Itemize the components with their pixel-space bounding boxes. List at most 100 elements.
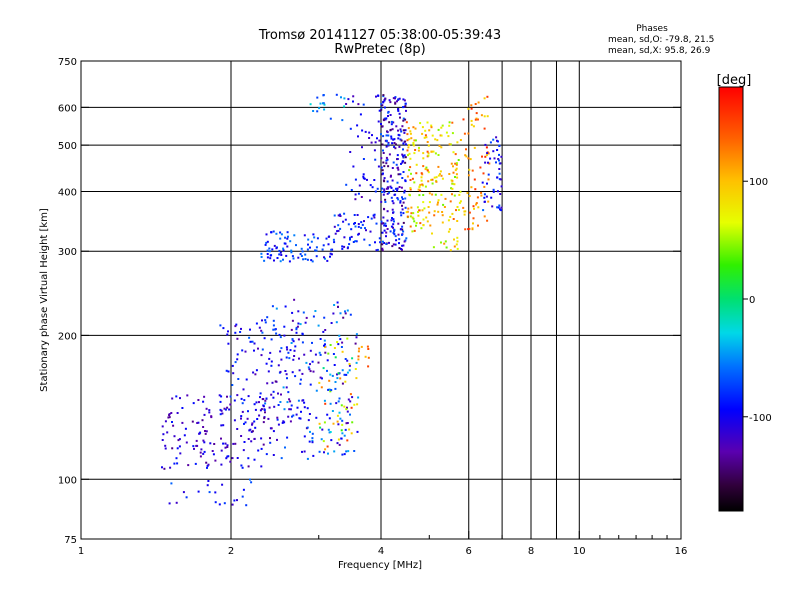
- data-point: [340, 346, 343, 348]
- data-point: [306, 258, 309, 261]
- data-point: [366, 345, 369, 348]
- data-point: [195, 444, 198, 447]
- data-point: [272, 390, 275, 393]
- data-point: [233, 499, 236, 502]
- data-point: [175, 395, 178, 398]
- data-point: [407, 207, 410, 210]
- data-point: [463, 213, 466, 216]
- data-point: [336, 420, 339, 423]
- data-point: [179, 452, 182, 455]
- data-point: [220, 449, 223, 452]
- data-point: [354, 225, 357, 228]
- data-point: [280, 393, 282, 396]
- data-point: [311, 437, 314, 440]
- data-point: [420, 227, 423, 230]
- data-point: [464, 228, 467, 231]
- data-point: [362, 173, 365, 176]
- data-point: [364, 130, 367, 133]
- data-point: [291, 415, 293, 418]
- data-point: [430, 124, 433, 127]
- data-point: [439, 170, 442, 173]
- data-point: [342, 220, 345, 223]
- data-point: [240, 327, 242, 330]
- data-point: [309, 430, 311, 433]
- data-point: [401, 177, 404, 179]
- data-point: [392, 231, 395, 234]
- data-point: [289, 240, 292, 243]
- data-point: [387, 111, 390, 114]
- data-point: [383, 177, 386, 180]
- data-point: [413, 144, 416, 147]
- data-point: [373, 216, 376, 219]
- data-point: [353, 403, 356, 406]
- data-point: [408, 169, 411, 172]
- data-point: [260, 408, 263, 411]
- data-point: [199, 431, 202, 434]
- data-point: [381, 125, 384, 128]
- data-point: [287, 391, 290, 394]
- data-point: [382, 216, 385, 219]
- data-point: [251, 340, 254, 343]
- data-point: [385, 145, 388, 148]
- data-point: [257, 449, 260, 452]
- data-point: [268, 250, 271, 253]
- data-point: [326, 369, 328, 372]
- data-point: [479, 166, 482, 169]
- data-point: [395, 163, 398, 166]
- data-point: [352, 95, 355, 98]
- data-point: [330, 322, 333, 324]
- data-point: [328, 431, 331, 434]
- data-point: [314, 310, 317, 312]
- data-point: [346, 439, 349, 442]
- data-point: [291, 255, 294, 258]
- data-point: [472, 222, 474, 225]
- data-point: [354, 368, 357, 370]
- data-point: [203, 395, 206, 398]
- data-point: [351, 357, 354, 360]
- data-point: [404, 206, 407, 209]
- data-point: [329, 252, 332, 255]
- data-point: [405, 121, 408, 124]
- data-point: [394, 96, 397, 99]
- data-point: [233, 419, 236, 422]
- data-point: [240, 415, 243, 418]
- data-point: [224, 408, 227, 411]
- data-point: [410, 172, 412, 175]
- data-point: [424, 129, 427, 132]
- data-point: [268, 247, 271, 250]
- data-point: [360, 345, 363, 348]
- data-point: [335, 402, 338, 405]
- data-point: [323, 108, 326, 111]
- data-point: [499, 162, 502, 165]
- data-point: [322, 440, 325, 443]
- data-point: [309, 103, 312, 106]
- data-point: [254, 408, 257, 411]
- data-point: [427, 152, 430, 155]
- data-point: [334, 356, 337, 359]
- data-point: [489, 157, 492, 160]
- data-point: [225, 369, 228, 372]
- data-point: [225, 457, 228, 460]
- data-point: [197, 421, 200, 424]
- data-point: [287, 351, 290, 354]
- data-point: [329, 117, 332, 120]
- data-point: [297, 310, 300, 313]
- data-point: [240, 417, 242, 420]
- data-point: [456, 240, 459, 243]
- data-point: [387, 141, 390, 144]
- data-point: [477, 224, 479, 227]
- data-point: [381, 249, 384, 252]
- data-point: [378, 237, 381, 240]
- data-point: [279, 251, 282, 254]
- data-point: [164, 420, 167, 423]
- data-point: [350, 235, 353, 238]
- data-point: [303, 234, 306, 237]
- data-point: [409, 166, 412, 169]
- data-point: [456, 141, 459, 144]
- data-point: [396, 158, 399, 160]
- data-point: [440, 134, 443, 137]
- data-point: [483, 215, 486, 218]
- data-point: [337, 224, 340, 227]
- data-point: [496, 176, 499, 179]
- data-point: [403, 191, 406, 194]
